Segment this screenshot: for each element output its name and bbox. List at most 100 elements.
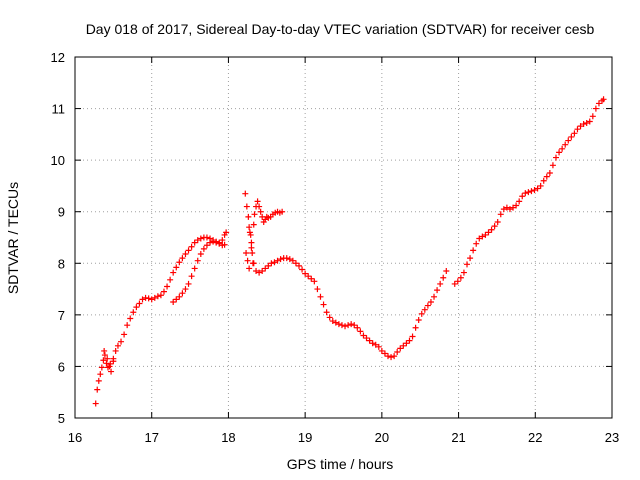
series-satellite-arc-5 xyxy=(243,244,450,361)
data-point xyxy=(160,288,167,295)
data-point xyxy=(100,357,107,364)
data-point xyxy=(170,269,177,276)
data-point xyxy=(323,309,330,316)
data-point xyxy=(437,280,444,287)
data-point xyxy=(332,319,339,326)
data-point xyxy=(335,321,342,328)
data-point xyxy=(369,340,376,347)
data-point xyxy=(378,347,385,354)
data-point xyxy=(403,340,410,347)
data-point xyxy=(130,309,137,316)
data-point xyxy=(415,317,422,324)
data-point xyxy=(559,145,566,152)
data-point xyxy=(257,208,264,215)
data-point xyxy=(253,268,260,275)
y-tick-label: 7 xyxy=(58,308,65,323)
data-point xyxy=(296,262,303,269)
data-point xyxy=(210,238,217,245)
data-point xyxy=(375,343,382,350)
data-point xyxy=(121,331,128,338)
data-point xyxy=(246,224,253,231)
data-point xyxy=(248,244,255,251)
data-point xyxy=(127,315,134,322)
data-point xyxy=(249,249,256,256)
data-point xyxy=(188,273,195,280)
data-point xyxy=(286,256,293,263)
data-point xyxy=(164,283,171,290)
data-point xyxy=(317,293,324,300)
data-point xyxy=(256,269,263,276)
data-point xyxy=(394,348,401,355)
data-point xyxy=(311,278,318,285)
data-point xyxy=(354,324,361,331)
x-tick-label: 23 xyxy=(605,430,619,445)
data-point xyxy=(513,202,520,209)
data-point xyxy=(562,141,569,148)
data-point xyxy=(525,189,532,196)
data-point xyxy=(482,231,489,238)
data-point xyxy=(191,265,198,272)
data-point xyxy=(357,328,364,335)
data-point xyxy=(104,355,111,362)
data-point xyxy=(600,96,607,103)
data-point xyxy=(348,321,355,328)
data-point xyxy=(302,270,309,277)
data-point xyxy=(197,251,204,258)
data-point xyxy=(243,203,250,210)
data-point xyxy=(363,335,370,342)
data-point xyxy=(101,347,108,354)
data-point xyxy=(320,301,327,308)
y-tick-label: 5 xyxy=(58,411,65,426)
data-point xyxy=(182,251,189,258)
data-point xyxy=(207,239,214,246)
data-point xyxy=(537,182,544,189)
grid xyxy=(75,57,612,418)
data-point xyxy=(98,364,105,371)
data-point xyxy=(565,137,572,144)
data-point xyxy=(219,237,226,244)
data-point xyxy=(431,293,438,300)
data-point xyxy=(546,170,553,177)
x-tick-label: 19 xyxy=(298,430,312,445)
data-point xyxy=(244,257,251,264)
data-point xyxy=(200,245,207,252)
data-point xyxy=(540,177,547,184)
x-axis-title: GPS time / hours xyxy=(287,456,394,472)
data-point xyxy=(203,234,210,241)
x-tick-label: 22 xyxy=(528,430,542,445)
y-tick-label: 9 xyxy=(58,205,65,220)
data-point xyxy=(485,229,492,236)
data-point xyxy=(427,298,434,305)
data-point xyxy=(412,324,419,331)
data-point xyxy=(528,188,535,195)
data-point xyxy=(299,266,306,273)
y-tick-label: 8 xyxy=(58,256,65,271)
data-point xyxy=(247,231,254,238)
data-point xyxy=(345,322,352,329)
data-point xyxy=(251,211,258,218)
data-point xyxy=(254,198,261,205)
data-point xyxy=(314,286,321,293)
data-point xyxy=(112,347,119,354)
x-tick-label: 17 xyxy=(144,430,158,445)
data-point xyxy=(384,353,391,360)
data-point xyxy=(194,257,201,264)
chart-title: Day 018 of 2017, Sidereal Day-to-day VTE… xyxy=(86,21,595,37)
x-tick-label: 18 xyxy=(221,430,235,445)
data-point xyxy=(107,360,114,367)
data-point xyxy=(543,173,550,180)
data-point xyxy=(194,237,201,244)
data-point xyxy=(213,239,220,246)
data-point xyxy=(305,273,312,280)
data-point xyxy=(170,298,177,305)
data-point xyxy=(424,302,431,309)
data-point xyxy=(443,268,450,275)
data-point xyxy=(279,208,286,215)
data-point xyxy=(381,350,388,357)
data-point xyxy=(242,190,249,197)
data-point xyxy=(136,300,143,307)
y-axis-title: SDTVAR / TECUs xyxy=(5,182,21,294)
data-point xyxy=(516,198,523,205)
data-point xyxy=(118,338,125,345)
